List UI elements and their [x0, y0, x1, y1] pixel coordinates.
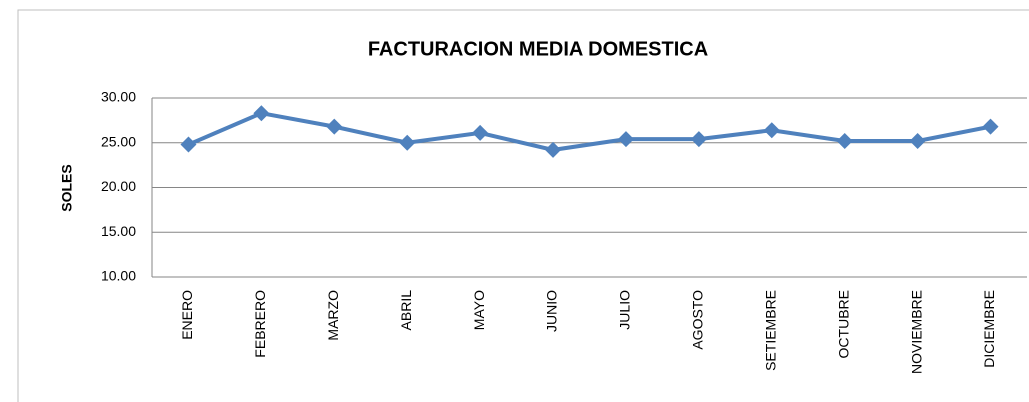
x-tick-label: ABRIL — [398, 290, 414, 331]
marker — [545, 141, 562, 158]
marker — [982, 118, 999, 135]
x-tick-label: JUNIO — [544, 290, 560, 332]
x-tick-label: SETIEMBRE — [762, 290, 778, 371]
x-tick-label: MAYO — [471, 290, 487, 330]
x-tick-label: JULIO — [617, 290, 633, 330]
y-tick-label: 25.00 — [101, 133, 136, 149]
x-tick-label: ENERO — [179, 290, 195, 340]
marker — [253, 105, 270, 122]
marker — [326, 118, 343, 135]
marker — [836, 132, 853, 149]
marker — [763, 122, 780, 139]
x-tick-label: MARZO — [325, 290, 341, 341]
y-tick-label: 20.00 — [101, 178, 136, 194]
y-tick-label: 10.00 — [101, 268, 136, 284]
marker — [472, 124, 489, 141]
y-axis-label: SOLES — [59, 164, 75, 211]
y-tick-label: 30.00 — [101, 89, 136, 105]
marker — [399, 134, 416, 151]
marker — [617, 131, 634, 148]
line-series — [187, 111, 991, 152]
marker — [180, 136, 197, 153]
x-tick-label: OCTUBRE — [835, 290, 851, 358]
x-tick-label: DICIEMBRE — [981, 290, 997, 368]
y-tick-label: 15.00 — [101, 223, 136, 239]
marker — [690, 131, 707, 148]
x-tick-label: FEBRERO — [252, 290, 268, 358]
x-tick-label: NOVIEMBRE — [908, 290, 924, 374]
marker — [909, 132, 926, 149]
chart-title: FACTURACION MEDIA DOMESTICA — [368, 38, 708, 60]
chart-frame — [17, 9, 1029, 402]
x-tick-label: AGOSTO — [690, 290, 706, 350]
